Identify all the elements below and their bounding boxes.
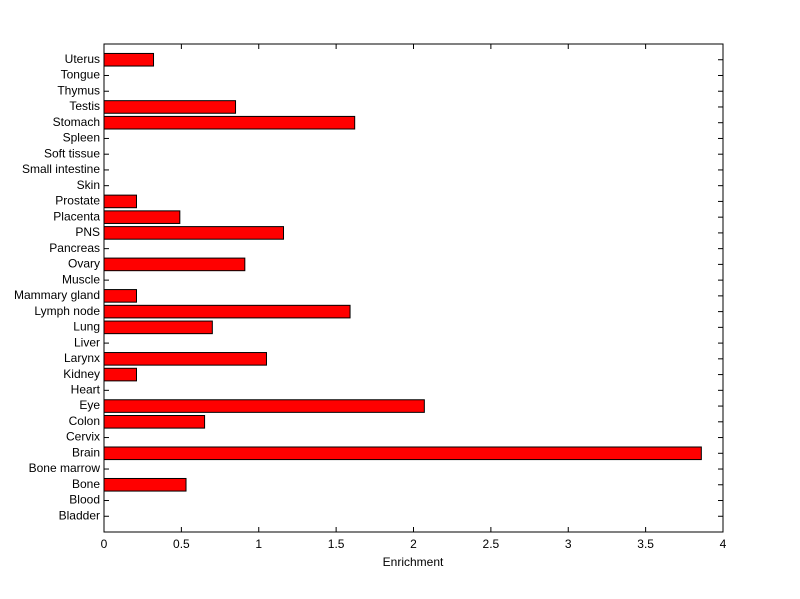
x-tick-label: 1.5 xyxy=(328,537,345,551)
y-tick-label: Spleen xyxy=(63,131,100,145)
bar xyxy=(103,194,137,209)
y-tick-label: Bladder xyxy=(59,508,100,522)
y-tick-label: PNS xyxy=(75,225,100,239)
x-axis-label: Enrichment xyxy=(383,555,444,569)
y-tick-label: Larynx xyxy=(64,351,100,365)
y-tick-label: Soft tissue xyxy=(44,146,100,160)
bar xyxy=(103,320,213,335)
bar xyxy=(103,52,155,67)
x-tick-label: 4 xyxy=(720,537,727,551)
x-tick-label: 0.5 xyxy=(173,537,190,551)
bar xyxy=(103,415,206,429)
bar xyxy=(103,367,137,382)
y-tick-label: Heart xyxy=(71,382,101,396)
y-tick-label: Blood xyxy=(69,493,100,507)
y-tick-label: Liver xyxy=(74,335,100,349)
y-tick-label: Prostate xyxy=(55,194,100,208)
y-tick-label: Thymus xyxy=(57,83,100,97)
y-tick-label: Brain xyxy=(72,445,100,459)
bar xyxy=(103,399,425,413)
y-tick-label: Stomach xyxy=(53,115,100,129)
y-tick-label: Pancreas xyxy=(49,241,100,255)
bar xyxy=(103,477,187,492)
y-tick-label: Muscle xyxy=(62,272,100,286)
x-tick-label: 1 xyxy=(255,537,262,551)
y-tick-label: Bone marrow xyxy=(29,461,101,475)
bar xyxy=(103,115,356,130)
bar xyxy=(103,446,702,461)
y-tick-label: Uterus xyxy=(65,52,100,66)
y-tick-label: Lung xyxy=(73,320,100,334)
y-tick-label: Testis xyxy=(69,99,100,113)
x-tick-label: 2.5 xyxy=(483,537,500,551)
bar xyxy=(103,210,181,224)
y-tick-label: Colon xyxy=(69,414,100,428)
y-tick-label: Small intestine xyxy=(22,162,100,176)
y-tick-label: Mammary gland xyxy=(14,288,100,302)
x-tick-label: 2 xyxy=(410,537,417,551)
bar xyxy=(103,257,246,272)
bar xyxy=(103,100,237,114)
x-tick-label: 0 xyxy=(101,537,108,551)
y-tick-label: Placenta xyxy=(53,209,100,223)
x-tick-label: 3.5 xyxy=(637,537,654,551)
y-tick-label: Skin xyxy=(77,178,100,192)
bar xyxy=(103,289,137,303)
bar xyxy=(103,226,285,240)
y-tick-label: Eye xyxy=(79,398,100,412)
bar xyxy=(103,304,351,319)
x-tick-label: 3 xyxy=(565,537,572,551)
y-tick-label: Tongue xyxy=(61,68,101,82)
y-tick-label: Kidney xyxy=(63,367,100,381)
y-tick-label: Bone xyxy=(72,477,100,491)
y-tick-label: Cervix xyxy=(66,430,100,444)
y-tick-label: Lymph node xyxy=(34,304,100,318)
y-tick-label: Ovary xyxy=(68,257,100,271)
bar xyxy=(103,352,267,366)
